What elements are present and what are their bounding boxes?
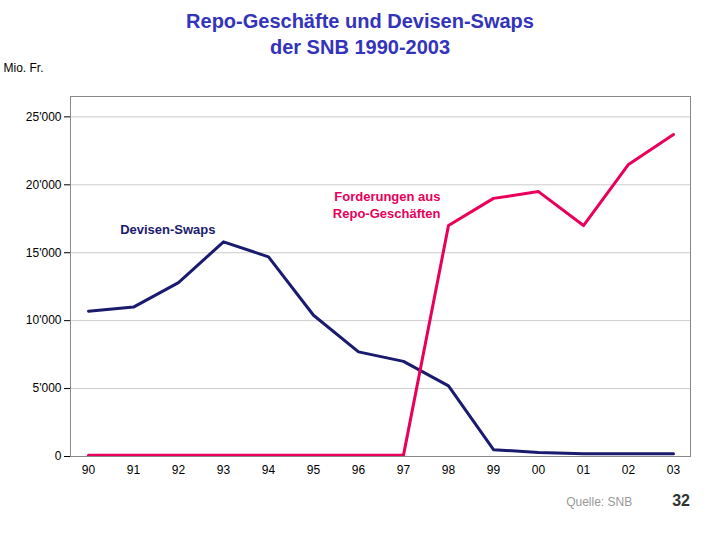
svg-text:Devisen-Swaps: Devisen-Swaps — [120, 222, 215, 237]
svg-text:98: 98 — [442, 463, 456, 477]
svg-text:99: 99 — [487, 463, 501, 477]
svg-text:94: 94 — [262, 463, 276, 477]
svg-text:93: 93 — [217, 463, 231, 477]
svg-text:00: 00 — [532, 463, 546, 477]
html-text:der SNB 1990-2003: der SNB 1990-2003 — [269, 36, 450, 58]
html-text:Quelle: SNB: Quelle: SNB — [566, 495, 633, 509]
svg-text:90: 90 — [82, 463, 96, 477]
svg-text:91: 91 — [127, 463, 141, 477]
svg-text:Mio. Fr.: Mio. Fr. — [4, 61, 44, 75]
svg-text:92: 92 — [172, 463, 186, 477]
svg-text:20'000: 20'000 — [26, 178, 62, 192]
svg-text:25'000: 25'000 — [26, 110, 62, 124]
svg-text:15'000: 15'000 — [26, 246, 62, 260]
svg-text:95: 95 — [307, 463, 321, 477]
svg-text:01: 01 — [577, 463, 591, 477]
svg-text:97: 97 — [397, 463, 411, 477]
svg-text:0: 0 — [55, 449, 62, 463]
svg-text:Forderungen ausRepo-Geschäften: Forderungen ausRepo-Geschäften — [333, 189, 441, 221]
html-text:Repo-Geschäfte und Devisen-Swa: Repo-Geschäfte und Devisen-Swaps — [186, 10, 534, 32]
svg-text:03: 03 — [667, 463, 681, 477]
svg-text:10'000: 10'000 — [26, 313, 62, 327]
svg-text:96: 96 — [352, 463, 366, 477]
svg-text:5'000: 5'000 — [33, 381, 62, 395]
svg-text:02: 02 — [622, 463, 636, 477]
html-text:32: 32 — [672, 492, 690, 509]
